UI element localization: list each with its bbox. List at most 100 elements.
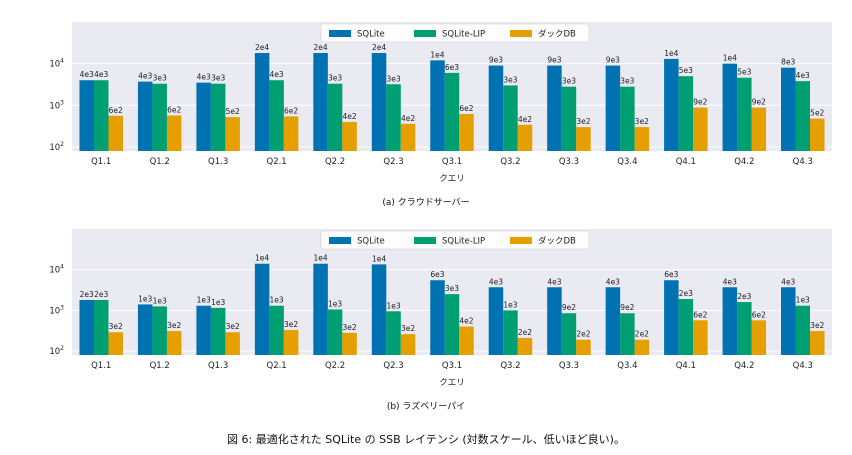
- bar-SQLite-Q1.1: [79, 299, 94, 355]
- data-label: 4e3: [547, 277, 561, 286]
- bar-SQLite-Q2.1: [254, 53, 270, 151]
- x-tick-label: Q4.3: [793, 361, 813, 371]
- bar-ダックDB-Q2.2: [342, 332, 357, 355]
- bar-SQLite-Q3.1: [430, 280, 445, 355]
- x-tick-label: Q3.4: [617, 157, 637, 167]
- data-label: 5e2: [810, 109, 824, 118]
- bar-ダックDB-Q4.1: [693, 107, 708, 151]
- bar-SQLite-Q3.2: [488, 287, 504, 355]
- bar-ダックDB-Q1.2: [166, 115, 182, 151]
- bar-SQLite-Q2.2: [313, 53, 328, 151]
- data-label: 4e3: [796, 71, 810, 80]
- x-axis-label: クエリ: [439, 378, 465, 388]
- bar-SQLite-Q3.3: [547, 287, 562, 355]
- legend-swatch: [329, 237, 351, 244]
- data-label: 4e2: [342, 112, 356, 121]
- data-label: 9e2: [693, 98, 707, 107]
- y-tick-label: 104: [49, 58, 64, 70]
- legend-swatch: [510, 30, 532, 37]
- bar-ダックDB-Q3.1: [459, 326, 474, 355]
- bar-SQLite-LIP-Q3.2: [503, 85, 518, 151]
- bar-SQLite-Q4.3: [781, 67, 796, 151]
- x-tick-label: Q3.2: [500, 361, 520, 371]
- bar-SQLite-Q3.3: [547, 65, 562, 151]
- x-tick-label: Q2.3: [383, 361, 403, 371]
- bar-ダックDB-Q3.3: [576, 339, 591, 355]
- bar-ダックDB-Q2.1: [283, 116, 299, 151]
- data-label: 1e4: [255, 254, 269, 263]
- bar-ダックDB-Q3.3: [576, 127, 591, 151]
- bar-SQLite-Q3.4: [605, 65, 621, 151]
- data-label: 3e2: [342, 323, 356, 332]
- bar-ダックDB-Q1.2: [166, 331, 182, 355]
- legend-box: [320, 23, 590, 43]
- bar-SQLite-Q3.1: [430, 60, 445, 152]
- bar-SQLite-LIP-Q3.4: [620, 86, 635, 151]
- data-label: 3e2: [284, 320, 298, 329]
- bar-ダックDB-Q3.1: [459, 113, 474, 151]
- data-label: 3e2: [810, 321, 824, 330]
- bar-SQLite-Q4.2: [722, 287, 738, 355]
- data-label: 1e3: [138, 294, 152, 303]
- bar-SQLite-Q1.2: [137, 304, 153, 355]
- data-label: 5e2: [226, 107, 240, 116]
- bar-ダックDB-Q4.3: [810, 331, 825, 355]
- bar-SQLite-Q3.4: [605, 287, 621, 355]
- legend-label: ダックDB: [538, 29, 576, 40]
- data-label: 1e3: [270, 296, 284, 305]
- bar-ダックDB-Q4.2: [751, 107, 767, 151]
- legend: SQLite SQLite-LIP ダックDB: [320, 23, 590, 43]
- bar-SQLite-LIP-Q3.2: [503, 310, 518, 355]
- data-label: 1e3: [796, 296, 810, 305]
- bar-ダックDB-Q1.1: [108, 115, 123, 151]
- data-label: 1e4: [664, 49, 678, 58]
- y-tick-label: 102: [49, 141, 64, 153]
- x-tick-label: Q4.2: [734, 157, 754, 167]
- data-label: 1e4: [723, 54, 737, 63]
- bar-ダックDB-Q2.3: [400, 123, 416, 151]
- bar-SQLite-LIP-Q4.3: [795, 305, 811, 355]
- data-label: 1e4: [430, 50, 444, 59]
- data-label: 2e3: [94, 290, 108, 299]
- bar-SQLite-Q2.3: [371, 53, 387, 151]
- data-label: 5e3: [737, 68, 751, 77]
- data-label: 4e3: [138, 72, 152, 81]
- data-label: 3e3: [503, 75, 517, 84]
- data-label: 5e3: [679, 66, 693, 75]
- data-label: 3e3: [562, 77, 576, 86]
- bar-ダックDB-Q2.3: [400, 334, 416, 355]
- x-tick-label: Q3.1: [442, 157, 462, 167]
- data-label: 4e3: [723, 277, 737, 286]
- data-label: 4e3: [606, 277, 620, 286]
- data-label: 4e2: [401, 114, 415, 123]
- bar-SQLite-Q1.2: [137, 81, 153, 151]
- bar-SQLite-LIP-Q2.2: [327, 83, 343, 151]
- bar-SQLite-Q1.3: [196, 82, 211, 151]
- data-label: 4e3: [270, 70, 284, 79]
- figure-caption: 図 6: 最適化された SQLite の SSB レイテンシ (対数スケール、低…: [227, 433, 625, 446]
- legend-label: SQLite-LIP: [442, 30, 485, 40]
- data-label: 4e2: [459, 317, 473, 326]
- bar-ダックDB-Q3.2: [517, 337, 533, 355]
- bar-SQLite-Q1.1: [79, 80, 94, 151]
- data-label: 9e2: [620, 303, 634, 312]
- bar-SQLite-LIP-Q2.2: [327, 309, 343, 355]
- data-label: 2e4: [313, 43, 327, 52]
- x-tick-label: Q1.3: [208, 361, 228, 371]
- data-label: 3e2: [635, 117, 649, 126]
- bar-ダックDB-Q4.2: [751, 320, 767, 355]
- bar-SQLite-LIP-Q2.1: [269, 305, 284, 355]
- data-label: 2e2: [518, 328, 532, 337]
- x-tick-label: Q2.2: [325, 361, 345, 371]
- y-tick-label: 103: [49, 304, 64, 316]
- subfigure-caption-b: (b) ラズベリーパイ: [386, 402, 466, 412]
- bar-SQLite-Q2.3: [371, 264, 387, 355]
- bar-SQLite-Q1.3: [196, 305, 211, 355]
- data-label: 1e3: [211, 298, 225, 307]
- x-tick-label: Q2.2: [325, 157, 345, 167]
- data-label: 2e3: [737, 292, 751, 301]
- data-label: 1e3: [153, 296, 167, 305]
- data-label: 6e2: [459, 104, 473, 113]
- legend-swatch: [414, 30, 436, 37]
